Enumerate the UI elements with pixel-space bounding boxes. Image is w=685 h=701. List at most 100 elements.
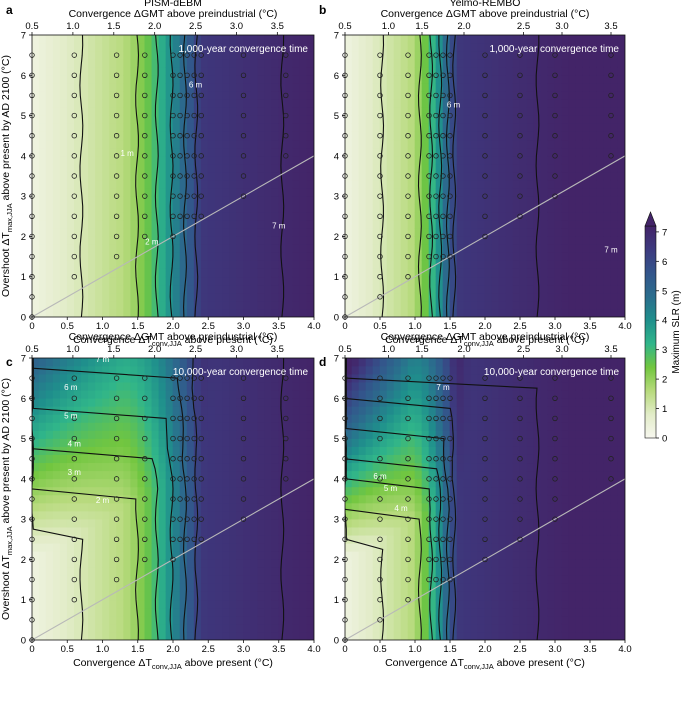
heat-cell (386, 276, 395, 286)
heat-cell (250, 438, 258, 447)
heat-cell (130, 381, 139, 391)
heat-cell (236, 228, 244, 237)
heat-cell (393, 123, 402, 132)
heat-cell (379, 559, 388, 568)
heat-cell (123, 526, 131, 536)
heat-cell (179, 147, 188, 157)
heat-cell (151, 35, 160, 44)
heat-cell (603, 66, 612, 76)
heat-cell (158, 211, 167, 221)
heat-cell (257, 414, 265, 423)
sample-point (177, 193, 183, 199)
heat-cell (38, 454, 47, 464)
sample-point (433, 72, 439, 78)
heat-cell (345, 365, 353, 375)
heat-cell (179, 381, 188, 391)
contour-1m (79, 35, 84, 317)
heat-cell (165, 446, 174, 455)
heat-cell (250, 534, 258, 544)
heat-cell (271, 365, 280, 375)
sample-point (142, 556, 148, 563)
heat-cell (38, 58, 47, 68)
heat-cell (358, 131, 367, 141)
heat-cell (95, 454, 103, 464)
heat-cell (250, 631, 258, 640)
heat-cell (186, 559, 195, 568)
heat-cell (257, 220, 265, 229)
heat-cell (257, 99, 265, 108)
heat-cell (526, 147, 535, 157)
heat-cell (32, 91, 40, 100)
heat-cell (292, 406, 301, 415)
top-tick-label: 3.5 (271, 21, 284, 32)
heat-cell (617, 252, 625, 261)
heat-cell (236, 454, 244, 464)
heat-cell (243, 494, 251, 504)
heat-cell (271, 107, 280, 116)
heat-cell (400, 195, 409, 205)
heat-cell (116, 66, 124, 76)
heat-cell (151, 406, 160, 415)
heat-cell (358, 397, 367, 407)
sample-point (426, 153, 432, 159)
heat-cell (165, 260, 174, 269)
heat-cell (250, 268, 258, 278)
heat-cell (386, 308, 395, 317)
heat-cell (365, 276, 374, 286)
heat-cell (222, 139, 230, 149)
heat-cell (365, 607, 374, 617)
heat-cell (271, 171, 280, 181)
heat-cell (45, 220, 54, 229)
contour-label: 5 m (64, 411, 78, 420)
heat-cell (144, 260, 153, 269)
heat-cell (449, 99, 458, 108)
heat-cell (172, 244, 181, 253)
heat-cell (102, 260, 110, 269)
heat-cell (186, 276, 195, 286)
top-tick-label: 3.5 (271, 344, 284, 355)
heat-cell (414, 244, 423, 253)
heat-cell (372, 195, 381, 205)
heat-cell (193, 567, 202, 576)
heat-cell (491, 211, 500, 221)
heat-cell (186, 284, 195, 294)
heat-cell (414, 42, 423, 52)
heat-cell (74, 358, 82, 367)
heat-cell (229, 526, 237, 536)
heat-cell (351, 567, 360, 576)
heat-cell (102, 147, 110, 157)
heat-cell (345, 236, 353, 245)
heat-cell (88, 35, 96, 44)
heat-cell (172, 147, 181, 157)
heat-cell (582, 123, 591, 132)
heat-cell (165, 42, 174, 52)
heat-cell (299, 381, 308, 391)
heat-cell (358, 583, 367, 592)
heat-cell (215, 397, 223, 407)
heat-cell (271, 292, 280, 302)
heat-cell (365, 107, 374, 116)
heat-cell (172, 91, 181, 100)
heat-cell (379, 486, 388, 496)
heat-cell (540, 131, 549, 141)
heat-cell (116, 308, 124, 317)
heat-cell (271, 567, 280, 576)
heat-cell (59, 430, 68, 439)
heat-cell (306, 35, 314, 44)
heat-cell (264, 591, 272, 601)
heat-cell (59, 438, 68, 447)
heat-cell (102, 358, 110, 367)
heat-cell (519, 187, 528, 197)
heat-cell (88, 292, 96, 302)
heat-cell (292, 543, 301, 552)
heat-cell (365, 292, 374, 302)
sample-point (142, 415, 148, 422)
heat-cell (379, 83, 388, 92)
heat-cell (137, 502, 146, 512)
top-axis-title: Convergence ΔGMT above preindustrial (°C… (69, 331, 278, 343)
heat-cell (306, 397, 314, 407)
heat-cell (603, 187, 612, 197)
heat-cell (526, 107, 535, 116)
heat-cell (345, 163, 353, 173)
heat-cell (45, 66, 54, 76)
